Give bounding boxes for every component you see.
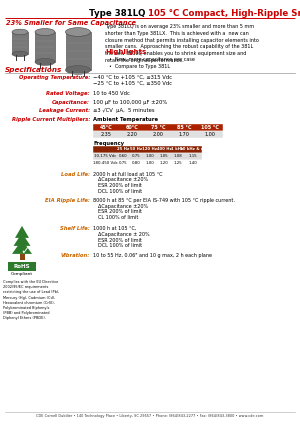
Bar [65,32,91,70]
Text: DCL 100% of limit: DCL 100% of limit [98,189,142,194]
Polygon shape [14,233,31,246]
Text: 8000 h at 85 °C per EIA IS-749 with 105 °C ripple current.: 8000 h at 85 °C per EIA IS-749 with 105 … [93,198,235,203]
Text: 1.25: 1.25 [173,161,182,165]
Text: EIA Ripple Life:: EIA Ripple Life: [45,198,90,203]
Bar [93,159,202,167]
Text: Capacitance:: Capacitance: [52,99,90,105]
Text: 0.80: 0.80 [132,161,141,165]
Text: 1.00: 1.00 [205,131,215,136]
Ellipse shape [12,51,28,57]
Ellipse shape [35,28,55,36]
Text: DCL 100% of limit: DCL 100% of limit [98,243,142,248]
Text: 2.35: 2.35 [100,131,111,136]
Text: Type 381LQ is on average 23% smaller and more than 5 mm
shorter than Type 381LX.: Type 381LQ is on average 23% smaller and… [105,24,259,63]
Text: ≤3 √CV  μA,  5 minutes: ≤3 √CV μA, 5 minutes [93,108,154,113]
Text: 1.40: 1.40 [189,161,197,165]
Bar [12,32,28,54]
Text: 10 to 450 Vdc: 10 to 450 Vdc [93,91,130,96]
Text: ΔCapacitance ±20%: ΔCapacitance ±20% [98,204,148,209]
Text: Leakage Current:: Leakage Current: [39,108,90,113]
Text: −40 °C to +105 °C, ≤315 Vdc
−25 °C to +105 °C, ≥350 Vdc: −40 °C to +105 °C, ≤315 Vdc −25 °C to +1… [93,75,172,86]
Text: 2000 h at full load at 105 °C: 2000 h at full load at 105 °C [93,172,163,176]
Text: 2.20: 2.20 [127,131,137,136]
Text: 45°C: 45°C [100,125,112,130]
Text: RoHS: RoHS [14,264,30,269]
Text: 1.05: 1.05 [160,154,168,158]
Text: •  New, more capacitance per case: • New, more capacitance per case [109,57,195,62]
Bar [93,124,223,130]
Text: 1.08: 1.08 [173,154,182,158]
Text: ESR 200% of limit: ESR 200% of limit [98,238,142,243]
Text: 1.15: 1.15 [189,154,197,158]
Bar [93,130,223,138]
Text: 50 Hz: 50 Hz [130,147,142,151]
Text: ✓: ✓ [20,246,30,256]
Bar [93,153,202,159]
Text: Complies with the EU Directive
2002/95/EC requirements
restricting the use of Le: Complies with the EU Directive 2002/95/E… [3,280,59,320]
Text: Ambient Temperature: Ambient Temperature [93,116,158,122]
Text: 10 kHz & up: 10 kHz & up [180,147,206,151]
Text: Specifications: Specifications [5,67,62,73]
Text: Type 381LQ: Type 381LQ [88,9,148,18]
Text: ΔCapacitance ±20%: ΔCapacitance ±20% [98,177,148,182]
Text: 1 kHz: 1 kHz [171,147,184,151]
Text: 23% Smaller for Same Capacitance: 23% Smaller for Same Capacitance [6,20,136,26]
Bar [20,254,25,260]
Text: •  Compare to Type 381L: • Compare to Type 381L [109,64,170,69]
Ellipse shape [65,28,91,37]
Bar [35,32,55,62]
Bar [8,262,36,271]
Text: Rated Voltage:: Rated Voltage: [46,91,90,96]
Text: 400 Hz: 400 Hz [157,147,171,151]
Text: ESR 200% of limit: ESR 200% of limit [98,209,142,214]
Text: Operating Temperature:: Operating Temperature: [19,75,90,80]
Text: Compliant: Compliant [11,272,33,276]
Text: 0.60: 0.60 [119,154,128,158]
Text: 1.00: 1.00 [146,154,154,158]
Text: 2.00: 2.00 [153,131,164,136]
Text: 10 to 55 Hz, 0.06" and 10 g max, 2 h each plane: 10 to 55 Hz, 0.06" and 10 g max, 2 h eac… [93,253,212,258]
Text: Shelf Life:: Shelf Life: [60,226,90,231]
Ellipse shape [35,59,55,65]
Text: Ripple Current Multipliers:: Ripple Current Multipliers: [11,116,90,122]
Polygon shape [12,240,32,254]
Text: 25 Hz: 25 Hz [117,147,130,151]
Text: 180-450 Vdc: 180-450 Vdc [93,161,117,165]
Text: 1.70: 1.70 [178,131,189,136]
Text: Frequency: Frequency [93,141,124,145]
Text: 100 μF to 100,000 μF ±20%: 100 μF to 100,000 μF ±20% [93,99,167,105]
Text: 10-175 Vdc: 10-175 Vdc [94,154,116,158]
Text: CL 100% of limit: CL 100% of limit [98,215,138,220]
Text: 0.75: 0.75 [132,154,141,158]
Text: 105 °C Compact, High-Ripple Snap-in: 105 °C Compact, High-Ripple Snap-in [148,9,300,18]
Ellipse shape [12,29,28,35]
Text: ΔCapacitance ± 20%: ΔCapacitance ± 20% [98,232,150,237]
Text: Vibration:: Vibration: [61,253,90,258]
Text: Highlights: Highlights [105,49,146,55]
Text: ESR 200% of limit: ESR 200% of limit [98,183,142,188]
Polygon shape [15,226,29,238]
Ellipse shape [65,65,91,74]
Text: 1.00: 1.00 [146,161,154,165]
Text: 120 Hz: 120 Hz [142,147,158,151]
Text: 105 °C: 105 °C [201,125,219,130]
Text: 60°C: 60°C [126,125,138,130]
Text: Load Life:: Load Life: [61,172,90,176]
Text: 1000 h at 105 °C,: 1000 h at 105 °C, [93,226,136,231]
Text: 1.20: 1.20 [160,161,168,165]
Bar [93,145,202,153]
Text: 75 °C: 75 °C [151,125,165,130]
Text: 0.75: 0.75 [119,161,128,165]
Text: CDE Cornell Dubilier • 140 Technology Place • Liberty, SC 29657 • Phone: (864)84: CDE Cornell Dubilier • 140 Technology Pl… [36,414,264,418]
Text: 85 °C: 85 °C [177,125,191,130]
